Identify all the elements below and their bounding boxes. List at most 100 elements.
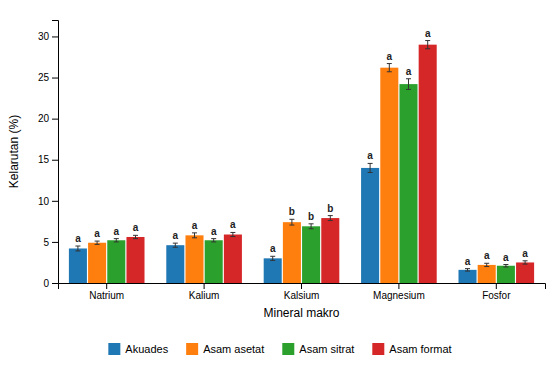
error-bar-cap (289, 225, 294, 226)
y-tick-label: 25 (38, 72, 50, 83)
error-bar-cap (503, 266, 508, 267)
legend-label: Asam sitrat (299, 343, 354, 355)
x-tick: Magnesium (373, 283, 425, 301)
error-bar-stem (77, 246, 78, 251)
legend-label: Asam format (389, 343, 451, 355)
legend: AkuadesAsam asetatAsam sitratAsam format (108, 343, 451, 355)
error-bar-cap (270, 260, 275, 261)
legend-swatch (186, 343, 198, 355)
error-bar (211, 239, 216, 242)
x-tick-mark (398, 283, 399, 289)
error-bar-stem (389, 64, 390, 72)
error-bar-cap (368, 172, 373, 173)
marks (69, 41, 534, 283)
error-bar-cap (465, 271, 470, 272)
x-axis: Natrium Kalium Kalsium Magnesium Fosfor (59, 283, 546, 301)
error-bar-stem (370, 163, 371, 172)
error-bar-stem (232, 232, 233, 236)
x-tick-label: Fosfor (482, 290, 511, 301)
x-axis-title: Mineral makro (263, 306, 339, 320)
error-bar-stem (427, 41, 428, 49)
error-bar-stem (194, 233, 195, 238)
error-bar (465, 269, 470, 271)
significance-label: b (308, 211, 314, 222)
error-bar (114, 239, 119, 242)
error-bar-cap (523, 264, 528, 265)
error-bar-cap (133, 238, 138, 239)
error-bar-cap (309, 223, 314, 224)
error-bar (192, 233, 197, 238)
error-bar-stem (408, 79, 409, 90)
x-axis-line (59, 284, 546, 290)
significance-label: a (211, 226, 217, 237)
bar (224, 235, 242, 283)
y-tick: 5 (43, 237, 58, 248)
y-tick-label: 5 (43, 237, 49, 248)
error-bar-cap (95, 241, 100, 242)
error-bar-cap (289, 219, 294, 220)
x-tick-mark (106, 283, 107, 289)
bar (399, 84, 417, 283)
y-tick-label: 15 (38, 154, 50, 165)
significance-label: a (522, 248, 528, 259)
error-bar-cap (484, 266, 489, 267)
legend-swatch (282, 343, 294, 355)
bar (283, 222, 301, 283)
bar (478, 265, 496, 283)
y-tick-mark (52, 78, 58, 79)
bar (88, 243, 106, 283)
chart: aaaaaaabaaaabaaaabaaNatriumKaliumKalsium… (0, 0, 560, 375)
bar (419, 45, 437, 283)
y-tick-label: 0 (43, 278, 49, 289)
y-axis-title: Kelarutan (%) (7, 115, 21, 188)
x-tick: Kalium (189, 283, 220, 301)
significance-label: a (367, 150, 373, 161)
x-tick: Natrium (89, 283, 124, 301)
bar (321, 218, 339, 283)
error-bar-cap (75, 246, 80, 247)
error-bar (270, 256, 275, 260)
error-bar-cap (425, 48, 430, 49)
error-bar-cap (114, 238, 119, 239)
significance-label: a (133, 222, 139, 233)
error-bar-cap (368, 163, 373, 164)
significance-label: a (192, 220, 198, 231)
error-bar (173, 243, 178, 247)
significance-label: a (406, 66, 412, 77)
x-tick-label: Kalium (189, 290, 220, 301)
error-bar-cap (309, 228, 314, 229)
x-tick-mark (301, 283, 302, 289)
error-bar-cap (75, 250, 80, 251)
error-bar (425, 41, 430, 49)
x-tick: Fosfor (482, 283, 511, 301)
bar (185, 235, 203, 283)
bar (361, 168, 379, 283)
y-tick-mark (52, 160, 58, 161)
significance-label: b (289, 206, 295, 217)
significance-label: a (230, 219, 236, 230)
error-bar-cap (211, 238, 216, 239)
y-axis-line (52, 21, 59, 284)
error-bar (484, 263, 489, 266)
legend-label: Akuades (125, 343, 168, 355)
error-bar-stem (272, 256, 273, 260)
significance-label: a (75, 233, 81, 244)
error-bar-stem (330, 216, 331, 221)
bar (126, 237, 144, 283)
legend-item: Akuades (108, 343, 168, 355)
significance-label: a (387, 51, 393, 62)
error-bar-cap (173, 243, 178, 244)
x-tick-label: Kalsium (284, 290, 320, 301)
x-tick-mark (204, 283, 205, 289)
error-bar (328, 216, 333, 221)
significance-label: a (465, 256, 471, 267)
error-bar-cap (230, 232, 235, 233)
error-bar-stem (175, 243, 176, 247)
y-tick-label: 10 (38, 196, 50, 207)
bar (516, 262, 534, 283)
legend-item: Asam format (372, 343, 451, 355)
y-tick-mark (52, 283, 58, 284)
error-bar (368, 163, 373, 172)
error-bar (387, 64, 392, 72)
bar (380, 68, 398, 283)
